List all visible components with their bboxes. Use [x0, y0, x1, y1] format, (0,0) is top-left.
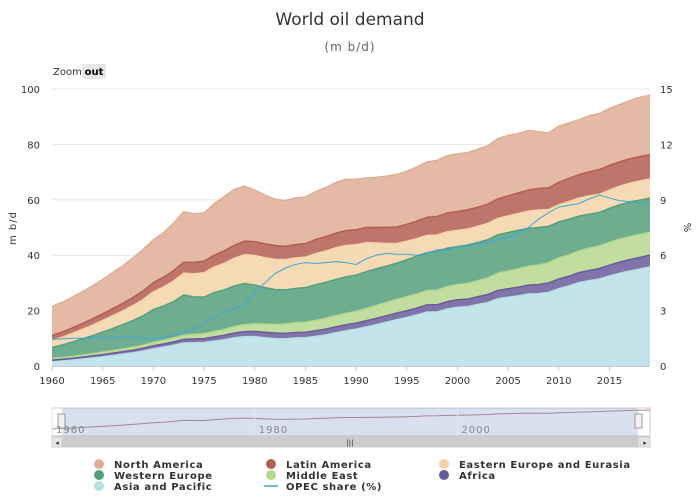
- x-tick-label: 1980: [242, 376, 267, 387]
- y-tick-label: 20: [27, 307, 40, 318]
- legend-symbol: [266, 470, 276, 480]
- area-outline: [51, 254, 651, 361]
- line-opec-share[interactable]: [51, 194, 651, 340]
- x-tick-label: 1975: [191, 376, 216, 387]
- legend-label: Middle East: [286, 471, 358, 482]
- y-tick-label: 80: [27, 140, 40, 151]
- navigator-tick-label: 1960: [56, 425, 85, 436]
- legend-item-eastern-europe-and-eurasia[interactable]: Eastern Europe and Eurasia: [439, 459, 631, 471]
- scrollbar-left-button[interactable]: [51, 436, 63, 448]
- x-tick-label: 2010: [546, 376, 571, 387]
- navigator-left-handle[interactable]: [57, 413, 66, 429]
- legend-symbol: [266, 459, 276, 469]
- legend-label: OPEC share (%): [286, 482, 382, 493]
- legend-item-latin-america[interactable]: Latin America: [266, 459, 372, 471]
- area-asia-and-pacific[interactable]: [52, 266, 650, 366]
- x-tick-label: 2015: [597, 376, 622, 387]
- x-tick-label: 2000: [445, 376, 470, 387]
- chart-subtitle: (m b/d): [324, 40, 375, 54]
- y-tick-label: 40: [27, 251, 40, 262]
- zoom-label: Zoom: [53, 67, 82, 78]
- y2-axis-title: %: [681, 223, 692, 234]
- x-tick-label: 1990: [343, 376, 368, 387]
- navigator-tick-label: 2000: [461, 425, 490, 436]
- legend-item-africa[interactable]: Africa: [439, 470, 496, 482]
- legend-label: Eastern Europe and Eurasia: [459, 460, 631, 471]
- area-outline: [51, 178, 651, 342]
- area-latin-america[interactable]: [52, 154, 650, 341]
- y2-tick-label: 15: [660, 85, 673, 96]
- area-outline: [51, 94, 651, 308]
- chart-title: World oil demand: [275, 10, 424, 30]
- legend-symbol: [439, 459, 449, 469]
- y-axis-title: m b/d: [8, 211, 19, 245]
- legend-item-asia-and-pacific[interactable]: Asia and Pacific: [94, 481, 212, 493]
- legend: North America Latin America Eastern Europe…: [94, 459, 631, 493]
- legend-symbol: [439, 470, 449, 480]
- area-outline: [51, 153, 651, 337]
- navigator-mask[interactable]: [62, 408, 638, 436]
- y2-tick-label: 6: [660, 251, 666, 262]
- y2-tick-label: 9: [660, 196, 666, 207]
- legend-label: North America: [114, 460, 203, 471]
- navigator-tick-label: 1980: [259, 425, 288, 436]
- legend-item-north-america[interactable]: North America: [94, 459, 203, 471]
- area-outline: [51, 266, 651, 363]
- x-tick-label: 1965: [90, 376, 115, 387]
- y2-tick-label: 3: [660, 307, 666, 318]
- x-tick-label: 2005: [495, 376, 520, 387]
- scrollbar-left-arrow-icon: ◂: [55, 439, 59, 447]
- area-outline: [51, 231, 651, 360]
- area-western-europe[interactable]: [52, 198, 650, 359]
- navigator-right-handle[interactable]: [634, 413, 643, 429]
- legend-label: Western Europe: [114, 471, 213, 482]
- legend-item-western-europe[interactable]: Western Europe: [94, 470, 213, 482]
- x-tick-label: 1985: [293, 376, 318, 387]
- y-tick-label: 0: [34, 362, 40, 373]
- legend-symbol: [94, 459, 104, 469]
- scrollbar-right-arrow-icon: ▸: [643, 439, 647, 447]
- legend-symbol: [94, 481, 104, 491]
- legend-label: Africa: [459, 471, 496, 482]
- legend-item-middle-east[interactable]: Middle East: [266, 470, 358, 482]
- y-tick-label: 60: [27, 196, 40, 207]
- y-tick-label: 100: [21, 85, 40, 96]
- y2-tick-label: 0: [660, 362, 666, 373]
- legend-label: Latin America: [286, 460, 372, 471]
- x-tick-label: 1995: [394, 376, 419, 387]
- area-outline: [51, 197, 651, 349]
- legend-item-opec-share[interactable]: OPEC share (%): [264, 482, 382, 493]
- area-north-america[interactable]: [52, 95, 650, 336]
- legend-symbol: [94, 470, 104, 480]
- navigator-series: [51, 409, 651, 430]
- scrollbar-grip-icon: |||: [346, 439, 353, 447]
- x-tick-label: 1960: [39, 376, 64, 387]
- zoom-out-button-label[interactable]: out: [85, 67, 104, 78]
- navigator-frame: [51, 407, 651, 437]
- y2-tick-label: 12: [660, 140, 673, 151]
- zoom-controls: Zoom out: [53, 64, 106, 79]
- navigator[interactable]: 1960 1980 2000 ◂ ▸ |||: [51, 407, 651, 448]
- scrollbar-right-button[interactable]: [639, 436, 651, 448]
- zoom-out-button[interactable]: [82, 64, 106, 79]
- x-tick-label: 1970: [141, 376, 166, 387]
- legend-label: Asia and Pacific: [114, 482, 212, 493]
